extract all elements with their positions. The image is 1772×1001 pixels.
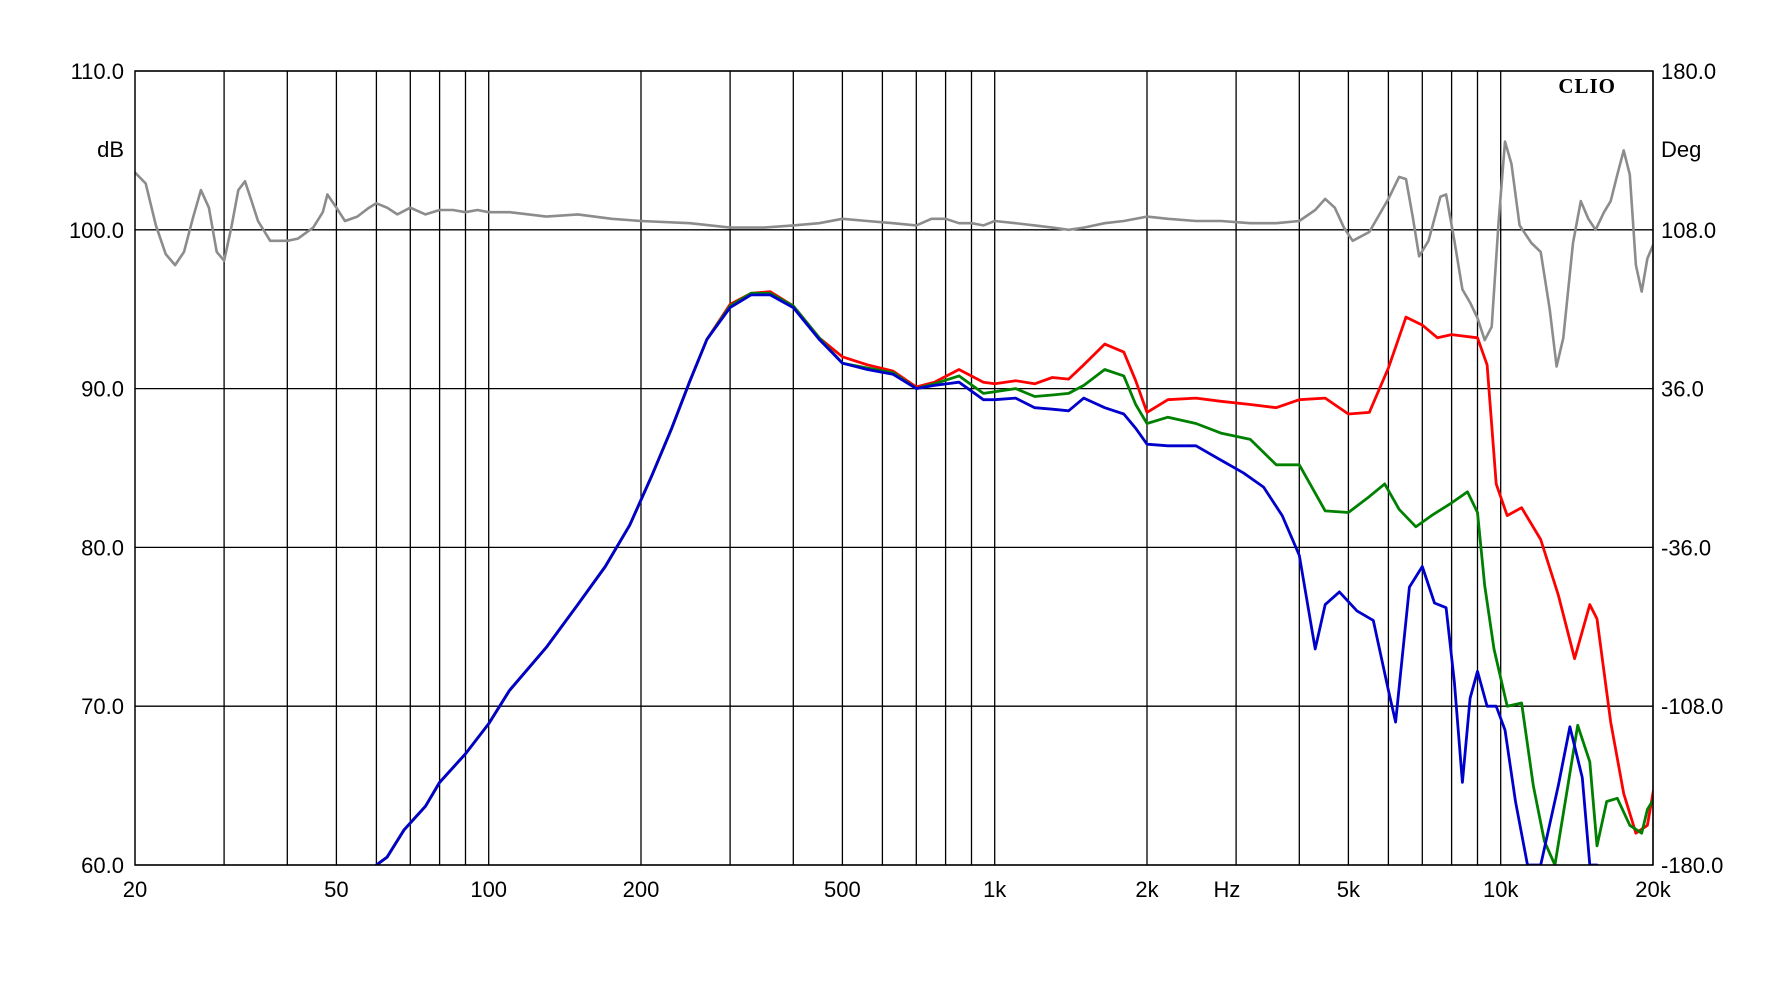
response-curve-3 — [375, 293, 1599, 865]
y-tick-label: 70.0 — [81, 694, 124, 719]
series-layer — [135, 140, 1653, 865]
x-tick-label: 500 — [824, 877, 861, 902]
plot-frame — [134, 70, 1654, 866]
x-axis-unit-label: Hz — [1214, 877, 1241, 902]
y2-tick-label: 108.0 — [1661, 218, 1716, 243]
y2-tick-label: -36.0 — [1661, 535, 1711, 560]
label-layer: dB Deg Hz CLIO 110.0 100.0 90.0 80.0 70.0 60.… — [69, 59, 1723, 902]
x-tick-label: 20k — [1635, 877, 1671, 902]
x-tick-label: 1k — [983, 877, 1007, 902]
brand-label: CLIO — [1558, 74, 1616, 98]
y2-axis-unit-label: Deg — [1661, 137, 1701, 162]
y2-tick-label: 36.0 — [1661, 377, 1704, 402]
x-tick-label: 50 — [324, 877, 348, 902]
y-tick-label: 90.0 — [81, 377, 124, 402]
y-tick-label: 110.0 — [71, 59, 124, 84]
y-tick-label: 80.0 — [81, 535, 124, 560]
y2-tick-label: 180.0 — [1661, 59, 1716, 84]
x-tick-label: 20 — [123, 877, 147, 902]
x-tick-label: 100 — [470, 877, 507, 902]
x-tick-label: 2k — [1135, 877, 1159, 902]
y-axis-unit-label: dB — [97, 137, 124, 162]
y2-tick-label: -108.0 — [1661, 694, 1723, 719]
y-tick-label: 100.0 — [69, 218, 124, 243]
x-tick-label: 5k — [1337, 877, 1361, 902]
x-tick-label: 10k — [1483, 877, 1519, 902]
y-tick-label: 60.0 — [81, 853, 124, 878]
x-tick-label: 200 — [623, 877, 660, 902]
phase-curve-4 — [135, 140, 1653, 368]
y2-tick-label: -180.0 — [1661, 853, 1723, 878]
